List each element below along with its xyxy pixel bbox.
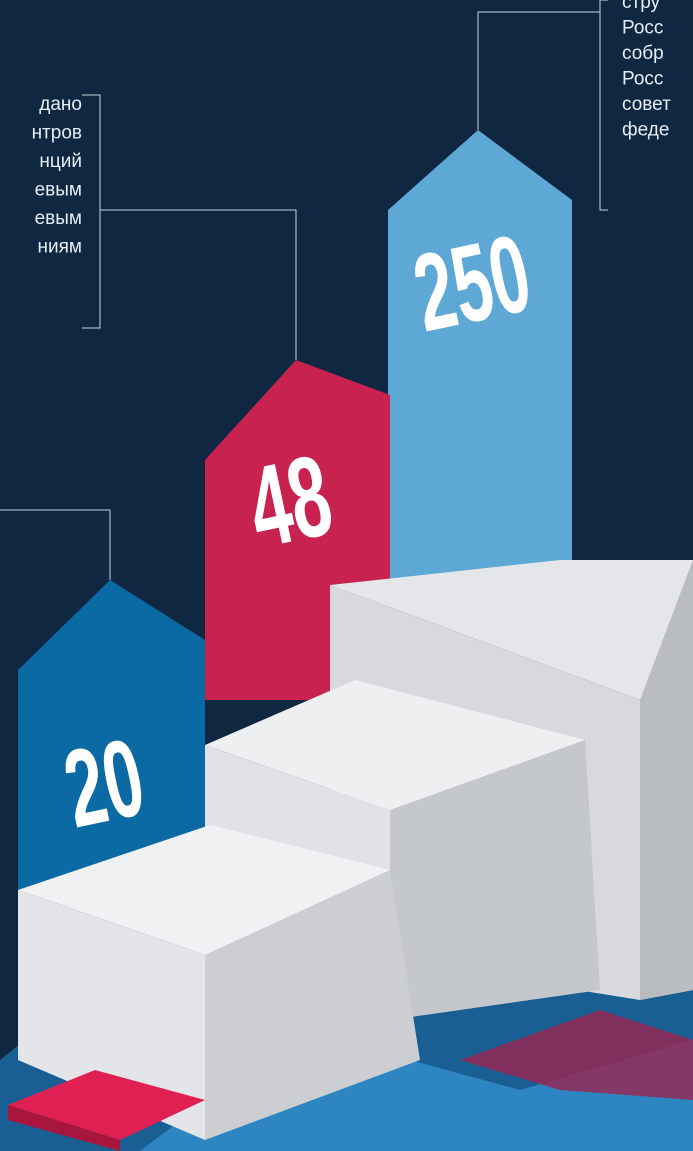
caption-line: стру — [622, 0, 661, 13]
caption-line: евым — [35, 208, 82, 229]
caption-line: ниям — [38, 237, 82, 258]
caption-line: собр — [622, 43, 664, 64]
caption-line: нтров — [32, 123, 82, 144]
infographic: дано нтров нций евым евым ниям стру Росс собр Рос… — [0, 0, 693, 1151]
caption-line: евым — [35, 180, 82, 201]
column-250 — [388, 130, 572, 600]
caption-line: нций — [39, 151, 82, 172]
caption-line: Росс — [622, 18, 663, 39]
caption-line: феде — [622, 120, 669, 141]
caption-line: совет — [622, 94, 671, 115]
caption-line: дано — [39, 94, 82, 115]
caption-line: Росс — [622, 69, 663, 90]
